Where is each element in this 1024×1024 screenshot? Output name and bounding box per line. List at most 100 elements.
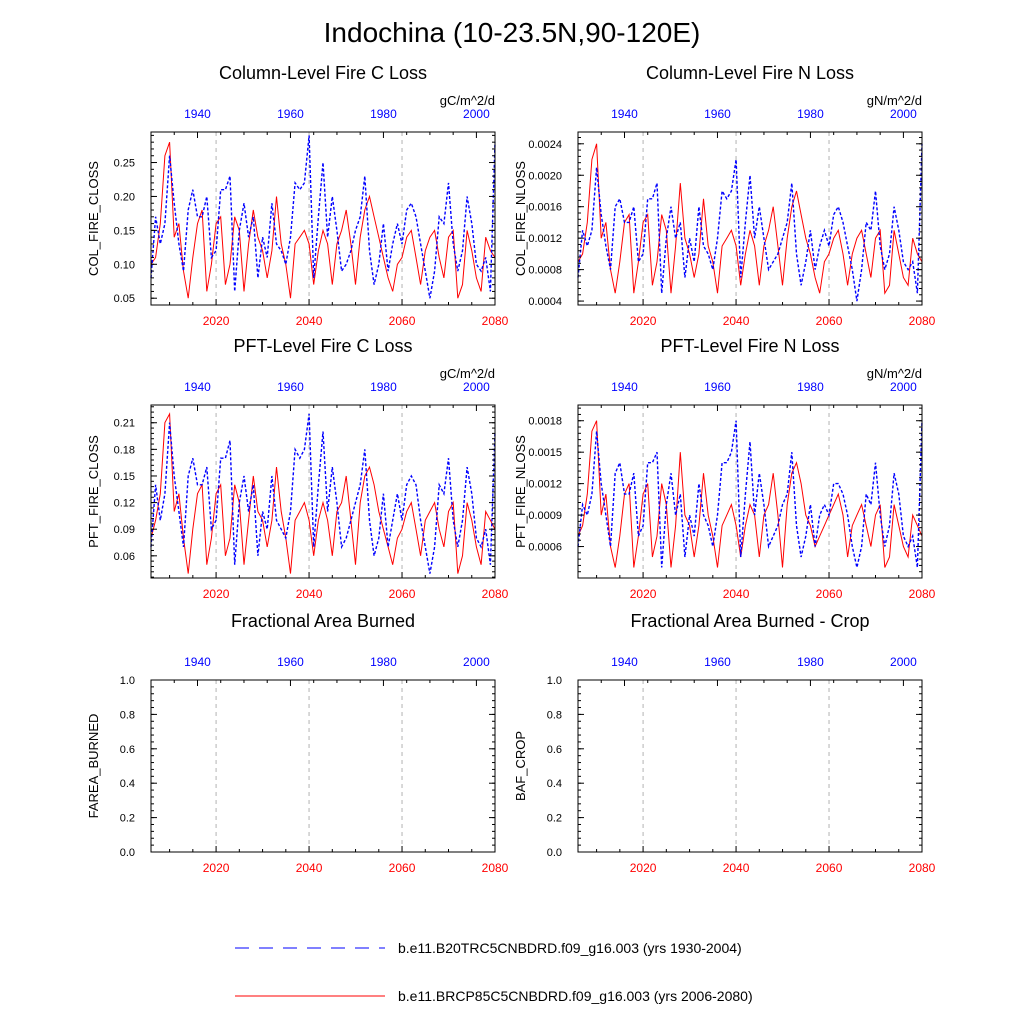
- x-tick-label-top: 1980: [370, 380, 397, 394]
- x-tick-label-bottom: 2040: [296, 314, 323, 328]
- x-tick-label-bottom: 2020: [203, 314, 230, 328]
- x-tick-label-top: 1940: [184, 107, 211, 121]
- x-tick-label-top: 1960: [277, 107, 304, 121]
- x-tick-label-bottom: 2080: [909, 314, 936, 328]
- plot-frame: [577, 131, 923, 306]
- y-tick-label: 0.0004: [528, 296, 562, 308]
- y-tick-label: 0.0015: [528, 447, 562, 459]
- x-tick-label-top: 1980: [370, 107, 397, 121]
- series-line-rcp85: [577, 143, 923, 295]
- plot-frame: [577, 404, 923, 579]
- x-tick-label-top: 1940: [184, 655, 211, 669]
- y-axis-label: COL_FIRE_CLOSS: [86, 161, 101, 276]
- y-tick-label: 0.0008: [528, 265, 562, 277]
- series-line-rcp85: [150, 412, 496, 574]
- x-tick-label-top: 1980: [370, 655, 397, 669]
- x-tick-label-top: 1940: [611, 107, 638, 121]
- x-tick-label-bottom: 2040: [723, 587, 750, 601]
- x-tick-label-top: 1980: [797, 380, 824, 394]
- y-tick-label: 1.0: [120, 675, 135, 687]
- plot-frame: [150, 679, 496, 853]
- panel-2: Column-Level Fire N Loss gN/m^2/d COL_FIRE…: [513, 63, 936, 328]
- x-tick-label-bottom: 2060: [389, 861, 416, 875]
- x-tick-label-top: 2000: [463, 380, 490, 394]
- y-tick-label: 0.6: [120, 744, 135, 756]
- y-tick-label: 0.0: [120, 847, 135, 859]
- x-tick-label-top: 1960: [704, 107, 731, 121]
- x-tick-label-top: 1960: [704, 380, 731, 394]
- panel-4: PFT-Level Fire N Loss gN/m^2/d PFT_FIRE_NL…: [513, 336, 936, 601]
- series-line-rcp85: [150, 142, 496, 299]
- y-tick-label: 0.05: [114, 293, 135, 305]
- y-tick-label: 0.18: [114, 444, 135, 456]
- x-tick-label-top: 1940: [184, 380, 211, 394]
- x-tick-label-top: 1960: [277, 655, 304, 669]
- x-tick-label-bottom: 2020: [630, 861, 657, 875]
- x-tick-label-top: 1940: [611, 380, 638, 394]
- y-tick-label: 0.0018: [528, 416, 562, 428]
- y-tick-label: 0.2: [547, 813, 562, 825]
- y-tick-label: 0.20: [114, 191, 135, 203]
- y-tick-label: 0.0012: [528, 479, 562, 491]
- x-tick-label-bottom: 2060: [816, 861, 843, 875]
- x-tick-label-bottom: 2020: [630, 314, 657, 328]
- y-tick-label: 0.12: [114, 498, 135, 510]
- panel-1: Column-Level Fire C Loss gC/m^2/d COL_FIRE…: [86, 63, 509, 328]
- y-axis-label: COL_FIRE_NLOSS: [513, 161, 528, 276]
- y-tick-label: 0.21: [114, 418, 135, 430]
- panel-3: PFT-Level Fire C Loss gC/m^2/d PFT_FIRE_CL…: [86, 336, 509, 601]
- x-tick-label-bottom: 2040: [296, 587, 323, 601]
- x-tick-label-bottom: 2040: [723, 861, 750, 875]
- y-axis-label: PFT_FIRE_CLOSS: [86, 435, 101, 548]
- y-tick-label: 0.4: [547, 778, 562, 790]
- series-line-historical: [577, 420, 923, 568]
- y-tick-label: 0.8: [547, 709, 562, 721]
- x-tick-label-bottom: 2080: [909, 587, 936, 601]
- x-tick-label-bottom: 2060: [389, 314, 416, 328]
- y-tick-label: 0.15: [114, 225, 135, 237]
- x-tick-label-bottom: 2020: [630, 587, 657, 601]
- panel-title: Column-Level Fire N Loss: [646, 63, 854, 83]
- y-tick-label: 0.15: [114, 471, 135, 483]
- x-tick-label-bottom: 2040: [723, 314, 750, 328]
- y-tick-label: 0.4: [120, 778, 135, 790]
- x-tick-label-bottom: 2040: [296, 861, 323, 875]
- y-tick-label: 0.0016: [528, 202, 562, 214]
- y-tick-label: 1.0: [547, 675, 562, 687]
- y-tick-label: 0.0012: [528, 233, 562, 245]
- y-tick-label: 0.0024: [528, 139, 562, 151]
- series-line-historical: [150, 413, 496, 574]
- panel-units: gN/m^2/d: [867, 366, 922, 381]
- panel-title: Fractional Area Burned: [231, 611, 415, 631]
- plot-frame: [150, 131, 496, 306]
- y-tick-label: 0.0009: [528, 510, 562, 522]
- x-tick-label-bottom: 2080: [482, 861, 509, 875]
- y-tick-label: 0.0020: [528, 170, 562, 182]
- figure-title: Indochina (10-23.5N,90-120E): [324, 17, 701, 48]
- panel-title: Fractional Area Burned - Crop: [630, 611, 869, 631]
- x-tick-label-bottom: 2080: [482, 314, 509, 328]
- panels: Column-Level Fire C Loss gC/m^2/d COL_FIRE…: [86, 63, 936, 875]
- panel-title: PFT-Level Fire N Loss: [660, 336, 839, 356]
- y-tick-label: 0.2: [120, 813, 135, 825]
- panel-units: gN/m^2/d: [867, 93, 922, 108]
- x-tick-label-top: 1960: [704, 655, 731, 669]
- x-tick-label-top: 1980: [797, 655, 824, 669]
- y-tick-label: 0.0006: [528, 542, 562, 554]
- x-tick-label-bottom: 2060: [389, 587, 416, 601]
- x-tick-label-top: 2000: [890, 380, 917, 394]
- y-axis-label: BAF_CROP: [513, 731, 528, 801]
- x-tick-label-top: 2000: [463, 655, 490, 669]
- x-tick-label-bottom: 2060: [816, 314, 843, 328]
- series-line-rcp85: [577, 420, 923, 568]
- panel-5: Fractional Area Burned FAREA_BURNED 2020 20…: [86, 611, 509, 875]
- panel-6: Fractional Area Burned - Crop BAF_CROP 202…: [513, 611, 936, 875]
- panel-units: gC/m^2/d: [440, 93, 495, 108]
- y-tick-label: 0.6: [547, 744, 562, 756]
- y-tick-label: 0.0: [547, 847, 562, 859]
- y-tick-label: 0.25: [114, 158, 135, 170]
- x-tick-label-bottom: 2060: [816, 587, 843, 601]
- y-tick-label: 0.09: [114, 524, 135, 536]
- x-tick-label-bottom: 2080: [482, 587, 509, 601]
